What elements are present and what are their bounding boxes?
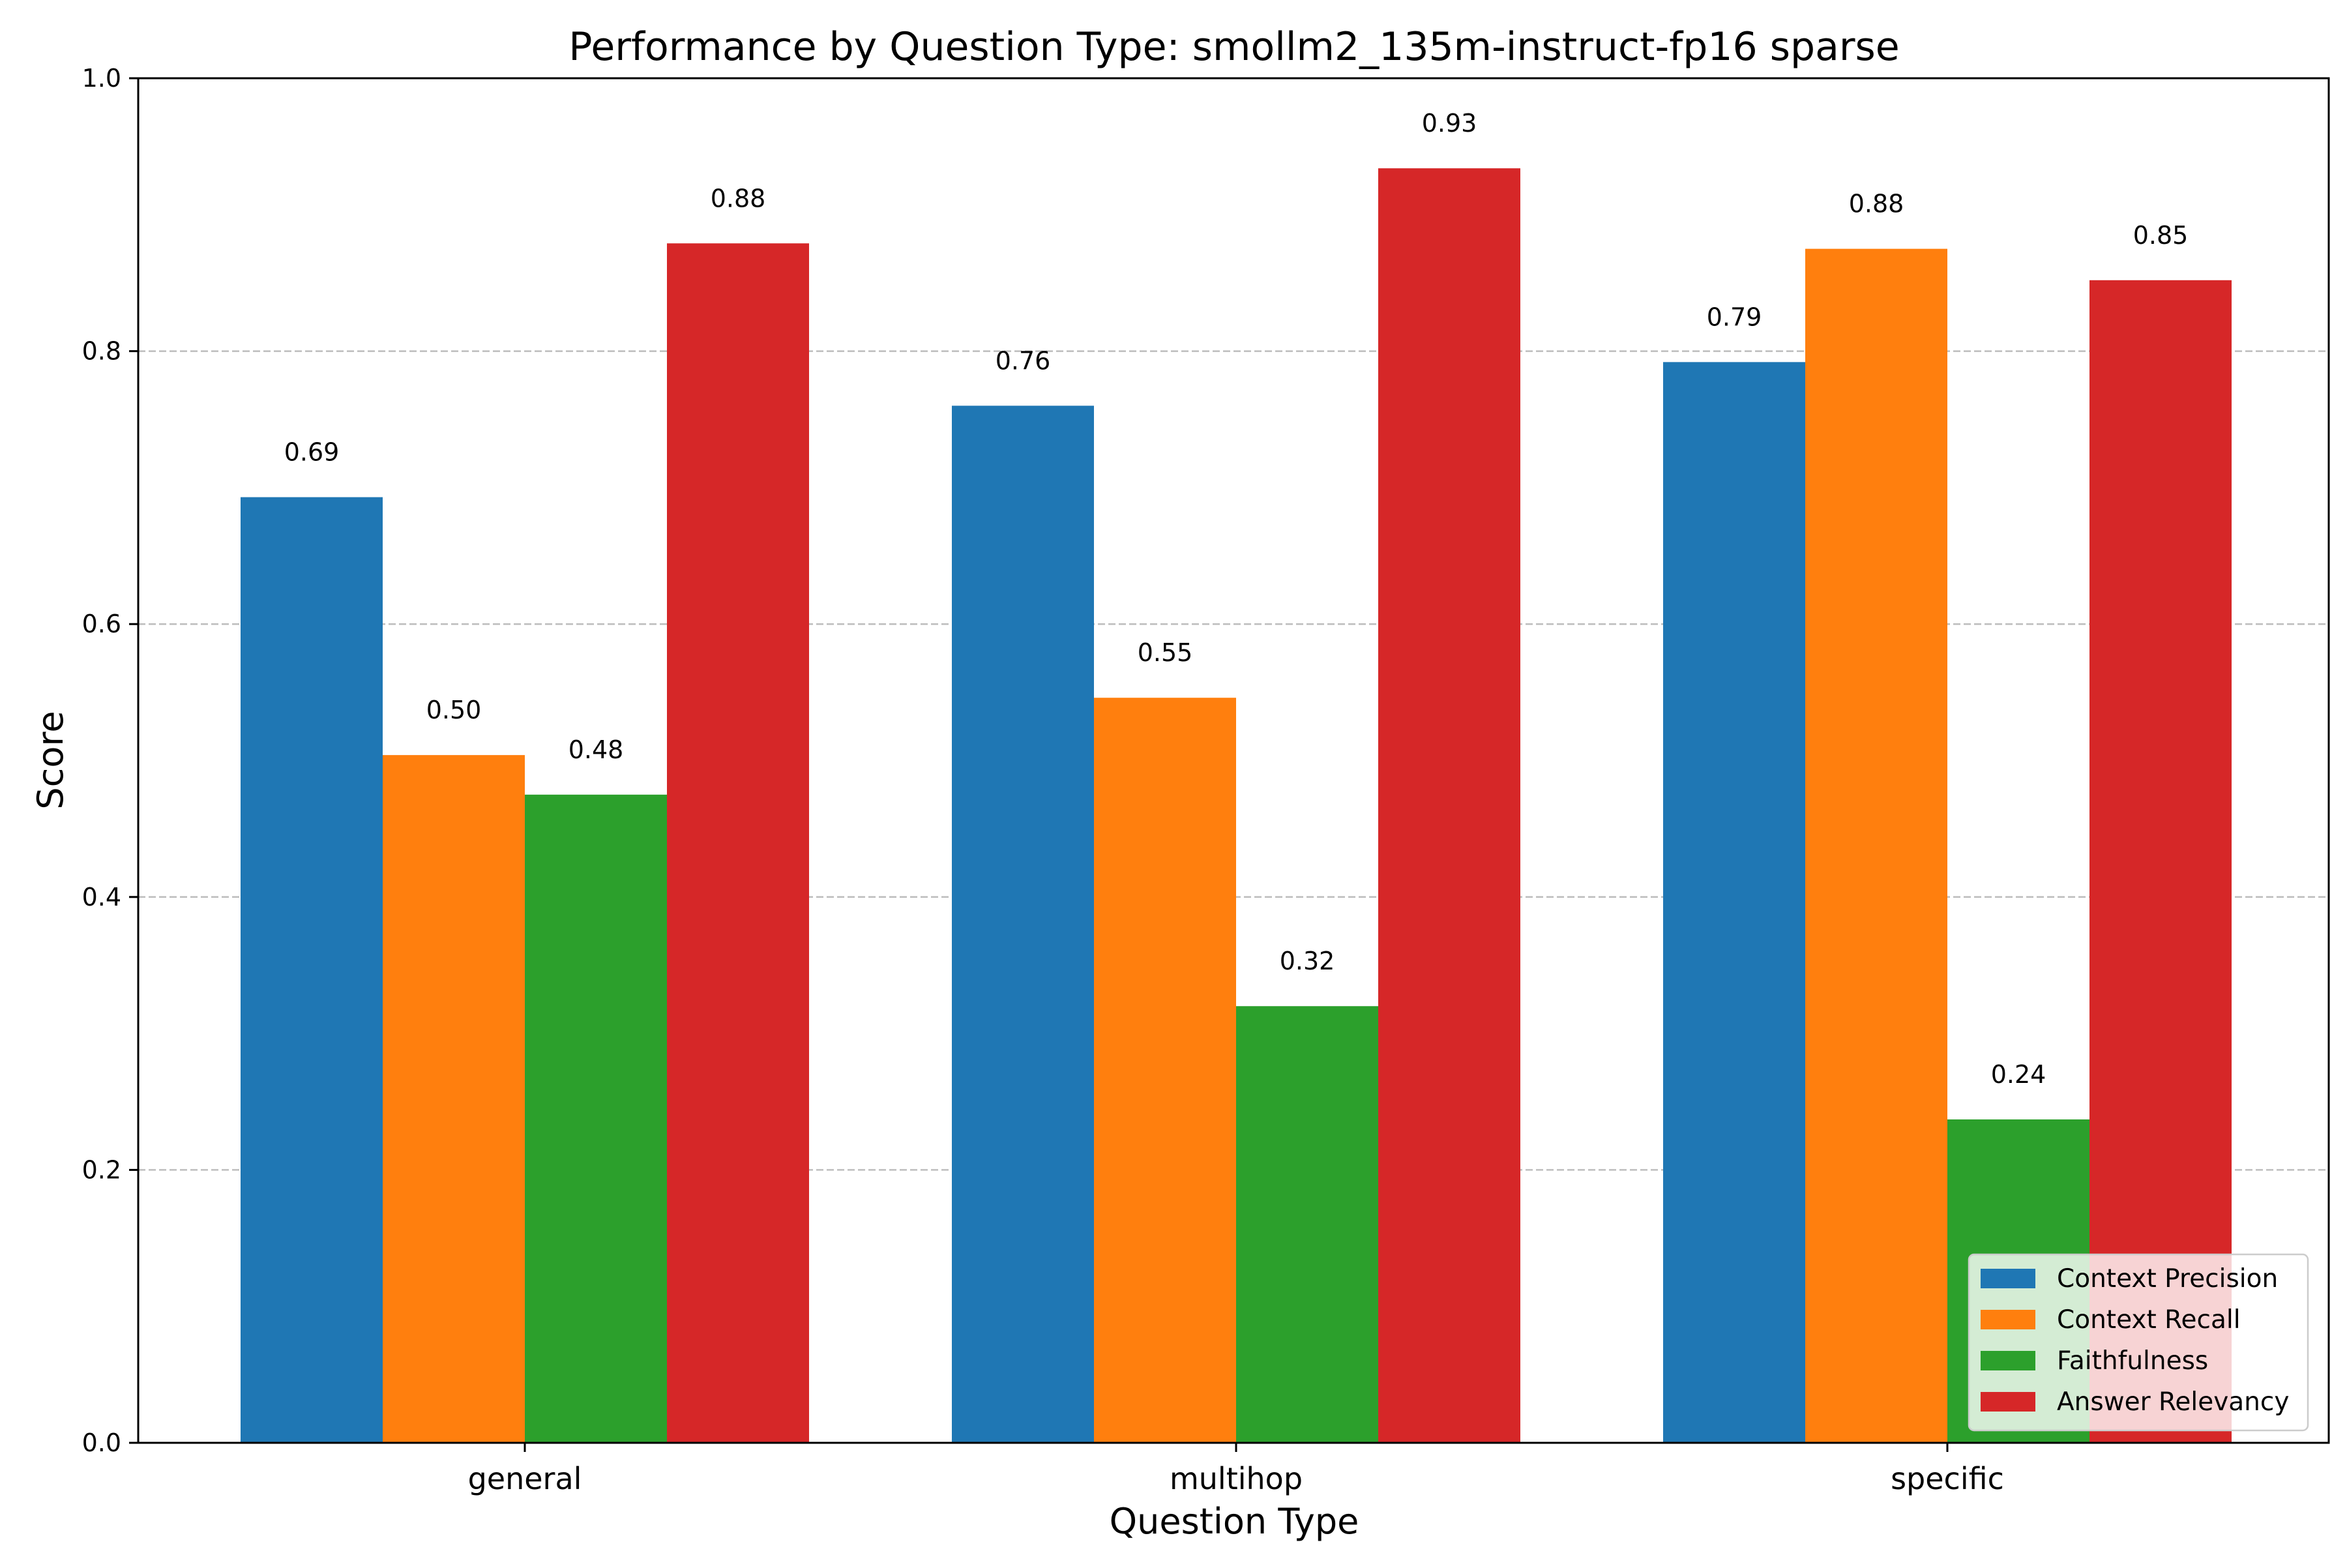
bar (1378, 168, 1520, 1443)
data-label: 0.93 (1422, 109, 1477, 138)
x-tick-label: specific (1891, 1461, 2004, 1496)
data-label: 0.55 (1138, 638, 1193, 667)
plot-frame (137, 77, 2330, 1444)
data-label: 0.24 (1991, 1060, 2046, 1089)
legend-label: Faithfulness (2057, 1346, 2208, 1376)
data-label: 0.32 (1280, 947, 1335, 975)
bar (667, 243, 809, 1443)
bar (383, 755, 525, 1443)
bar (2089, 280, 2232, 1443)
x-tick-label: multihop (1170, 1461, 1303, 1496)
bar (1663, 362, 1805, 1443)
x-axis-ticks: general multihop specific (468, 1443, 2004, 1496)
bar (525, 794, 667, 1443)
bar (1236, 1006, 1378, 1443)
data-labels: 0.69 0.50 0.48 0.88 0.76 0.55 0.32 0.93 0.79 0.88… (284, 109, 2189, 1089)
data-label: 0.48 (568, 735, 624, 764)
y-tick-label: 0.0 (82, 1428, 121, 1457)
data-label: 0.85 (2133, 221, 2189, 250)
y-tick-label: 0.6 (82, 610, 121, 638)
chart-title: Performance by Question Type: smollm2_13… (568, 24, 1899, 70)
y-tick-label: 0.4 (82, 883, 121, 911)
legend: Context Precision Context Recall Faithfuln… (1968, 1253, 2309, 1432)
bar (952, 406, 1094, 1443)
data-label: 0.79 (1707, 303, 1762, 331)
data-label: 0.76 (996, 346, 1051, 375)
y-axis-ticks: 0.0 0.2 0.4 0.6 0.8 1.0 (82, 64, 138, 1457)
legend-swatch (1981, 1392, 2035, 1412)
legend-swatch (1981, 1310, 2035, 1329)
bar (241, 497, 383, 1443)
data-label: 0.50 (426, 696, 482, 724)
data-label: 0.69 (284, 438, 340, 467)
y-axis-label: Score (30, 711, 71, 809)
y-tick-label: 0.2 (82, 1155, 121, 1184)
x-tick-label: general (468, 1461, 582, 1496)
bars (241, 168, 2232, 1443)
legend-label: Answer Relevancy (2057, 1387, 2289, 1417)
data-label: 0.88 (1849, 190, 1904, 218)
data-label: 0.88 (711, 184, 766, 213)
y-tick-label: 1.0 (82, 64, 121, 93)
bar (1094, 698, 1236, 1443)
y-tick-label: 0.8 (82, 337, 121, 366)
bar (1805, 248, 1947, 1443)
legend-label: Context Precision (2057, 1264, 2278, 1294)
legend-label: Context Recall (2057, 1305, 2241, 1335)
legend-swatch (1981, 1351, 2035, 1370)
legend-swatch (1981, 1269, 2035, 1288)
legend-box (1968, 1253, 2309, 1432)
x-axis-label: Question Type (1110, 1501, 1359, 1542)
